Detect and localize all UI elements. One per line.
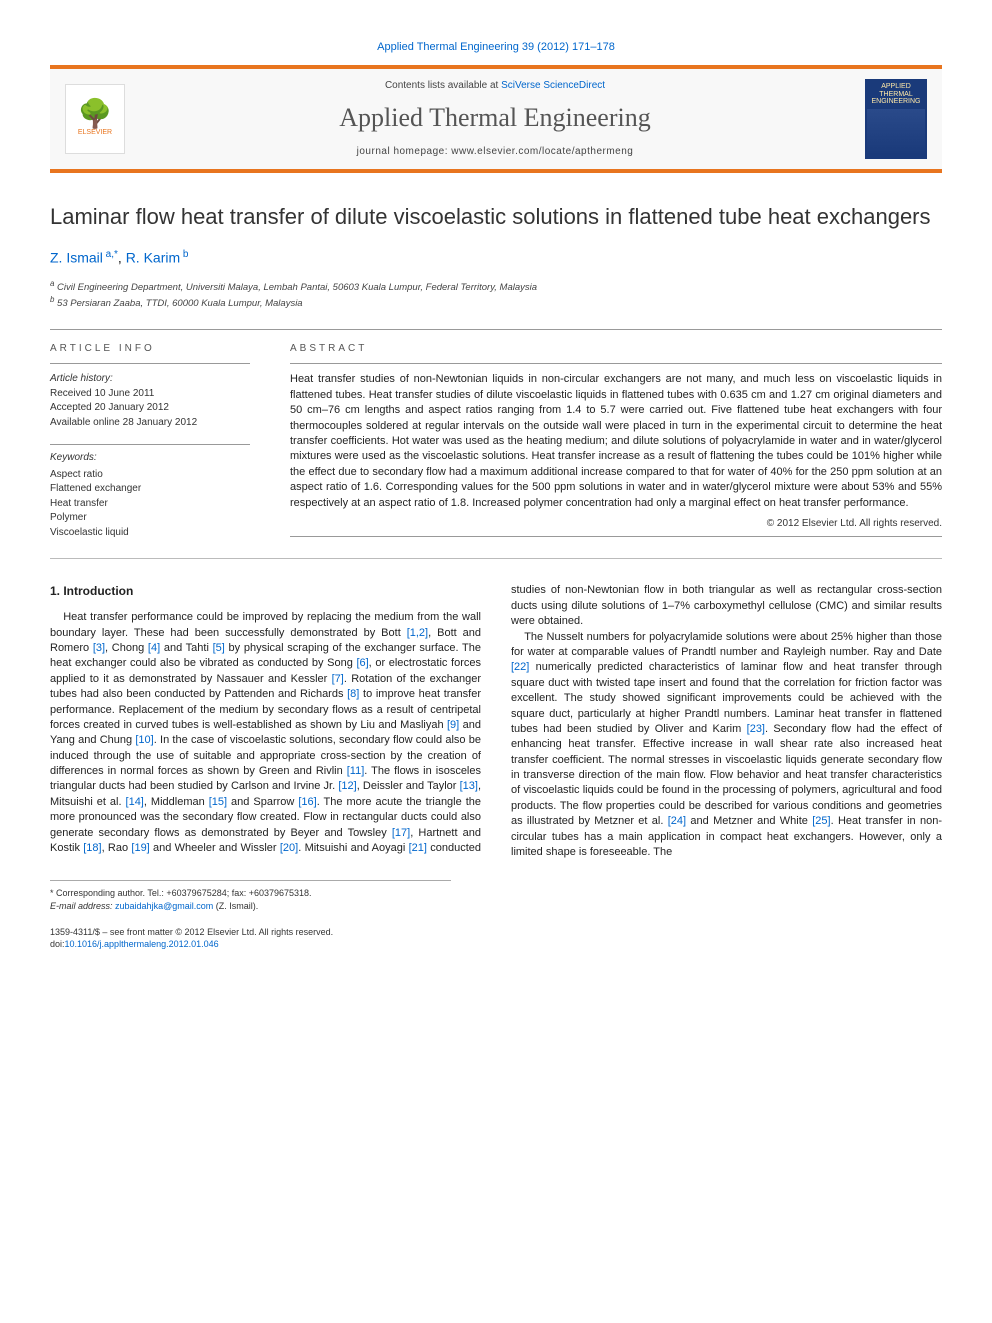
email-link[interactable]: zubaidahjka@gmail.com	[115, 901, 213, 911]
elsevier-logo: 🌳 ELSEVIER	[65, 84, 125, 154]
email-label: E-mail address:	[50, 901, 115, 911]
cover-title: APPLIED THERMAL ENGINEERING	[867, 83, 925, 106]
homepage-url: www.elsevier.com/locate/apthermeng	[451, 146, 633, 157]
author-mark: a,*	[103, 249, 118, 260]
header-center: Contents lists available at SciVerse Sci…	[140, 79, 850, 159]
front-matter-line: 1359-4311/$ – see front matter © 2012 El…	[50, 926, 942, 951]
keyword: Flattened exchanger	[50, 482, 250, 497]
citation-link[interactable]: [15]	[209, 796, 227, 808]
journal-cover-thumb: APPLIED THERMAL ENGINEERING	[865, 79, 927, 159]
journal-reference: Applied Thermal Engineering 39 (2012) 17…	[50, 40, 942, 55]
sciencedirect-link[interactable]: SciVerse ScienceDirect	[501, 80, 605, 91]
affiliations: a Civil Engineering Department, Universi…	[50, 278, 942, 311]
author-link[interactable]: Z. Ismail	[50, 250, 103, 266]
author-name: R. Karim	[126, 250, 180, 266]
citation-link[interactable]: [23]	[747, 723, 765, 735]
tree-icon: 🌳	[78, 100, 113, 128]
homepage-prefix: journal homepage:	[357, 146, 452, 157]
intro-heading: 1. Introduction	[50, 583, 481, 600]
email-owner: (Z. Ismail).	[213, 901, 258, 911]
divider	[50, 363, 250, 364]
citation-link[interactable]: [5]	[213, 642, 225, 654]
abstract-col: ABSTRACT Heat transfer studies of non-Ne…	[290, 330, 942, 541]
corresponding-footnote: * Corresponding author. Tel.: +603796752…	[50, 880, 451, 911]
divider	[50, 558, 942, 559]
citation-link[interactable]: [7]	[332, 673, 344, 685]
doi-link[interactable]: 10.1016/j.applthermaleng.2012.01.046	[65, 939, 219, 949]
article-info-label: ARTICLE INFO	[50, 342, 250, 356]
intro-paragraph: The Nusselt numbers for polyacrylamide s…	[511, 630, 942, 861]
history-block: Article history: Received 10 June 2011 A…	[50, 372, 250, 430]
doi-line: doi:10.1016/j.applthermaleng.2012.01.046	[50, 938, 942, 951]
divider	[50, 444, 250, 445]
citation-link[interactable]: [1,2]	[407, 627, 428, 639]
contents-prefix: Contents lists available at	[385, 80, 501, 91]
citation-link[interactable]: [3]	[93, 642, 105, 654]
journal-name: Applied Thermal Engineering	[140, 100, 850, 135]
keyword: Viscoelastic liquid	[50, 526, 250, 541]
author-mark: b	[180, 249, 188, 260]
meta-abstract-row: ARTICLE INFO Article history: Received 1…	[50, 330, 942, 541]
citation-link[interactable]: [22]	[511, 661, 529, 673]
citation-link[interactable]: [17]	[392, 827, 410, 839]
citation-link[interactable]: [6]	[356, 657, 368, 669]
history-received: Received 10 June 2011	[50, 387, 250, 402]
history-label: Article history:	[50, 372, 250, 387]
citation-link[interactable]: [25]	[812, 815, 830, 827]
contents-line: Contents lists available at SciVerse Sci…	[140, 79, 850, 93]
copyright: © 2012 Elsevier Ltd. All rights reserved…	[290, 517, 942, 531]
citation-link[interactable]: [16]	[298, 796, 316, 808]
author-name: Z. Ismail	[50, 250, 103, 266]
citation-link[interactable]: [10]	[135, 734, 153, 746]
body-columns: 1. Introduction Heat transfer performanc…	[50, 583, 942, 860]
paper-title: Laminar flow heat transfer of dilute vis…	[50, 203, 942, 231]
citation-link[interactable]: [24]	[668, 815, 686, 827]
cover-image-icon	[867, 109, 925, 155]
citation-link[interactable]: [20]	[280, 842, 298, 854]
citation-link[interactable]: [9]	[447, 719, 459, 731]
affiliation: a Civil Engineering Department, Universi…	[50, 278, 942, 294]
citation-link[interactable]: [13]	[460, 780, 478, 792]
abstract-text: Heat transfer studies of non-Newtonian l…	[290, 372, 942, 511]
keyword: Polymer	[50, 511, 250, 526]
affiliation: b 53 Persiaran Zaaba, TTDI, 60000 Kuala …	[50, 294, 942, 310]
email-line: E-mail address: zubaidahjka@gmail.com (Z…	[50, 900, 451, 912]
article-info-col: ARTICLE INFO Article history: Received 1…	[50, 330, 250, 541]
divider	[290, 363, 942, 364]
journal-header: 🌳 ELSEVIER Contents lists available at S…	[50, 65, 942, 173]
abstract-label: ABSTRACT	[290, 342, 942, 356]
journal-homepage: journal homepage: www.elsevier.com/locat…	[140, 145, 850, 159]
citation-link[interactable]: [8]	[347, 688, 359, 700]
divider	[290, 536, 942, 537]
author-link[interactable]: R. Karim	[126, 250, 180, 266]
doi-label: doi:	[50, 939, 65, 949]
corr-author-line: * Corresponding author. Tel.: +603796752…	[50, 887, 451, 899]
citation-link[interactable]: [11]	[347, 765, 365, 777]
keyword: Aspect ratio	[50, 468, 250, 483]
citation-link[interactable]: [18]	[83, 842, 101, 854]
citation-link[interactable]: [14]	[126, 796, 144, 808]
citation-link[interactable]: [21]	[409, 842, 427, 854]
keywords-label: Keywords:	[50, 451, 250, 466]
history-online: Available online 28 January 2012	[50, 416, 250, 431]
citation-link[interactable]: [19]	[131, 842, 149, 854]
author-sep: ,	[118, 250, 126, 266]
front-matter-text: 1359-4311/$ – see front matter © 2012 El…	[50, 926, 942, 939]
keywords-block: Keywords: Aspect ratio Flattened exchang…	[50, 444, 250, 540]
citation-link[interactable]: [4]	[148, 642, 160, 654]
history-accepted: Accepted 20 January 2012	[50, 401, 250, 416]
author-list: Z. Ismail a,*, R. Karim b	[50, 248, 942, 268]
citation-link[interactable]: [12]	[338, 780, 356, 792]
keyword: Heat transfer	[50, 497, 250, 512]
publisher-name: ELSEVIER	[78, 128, 112, 137]
